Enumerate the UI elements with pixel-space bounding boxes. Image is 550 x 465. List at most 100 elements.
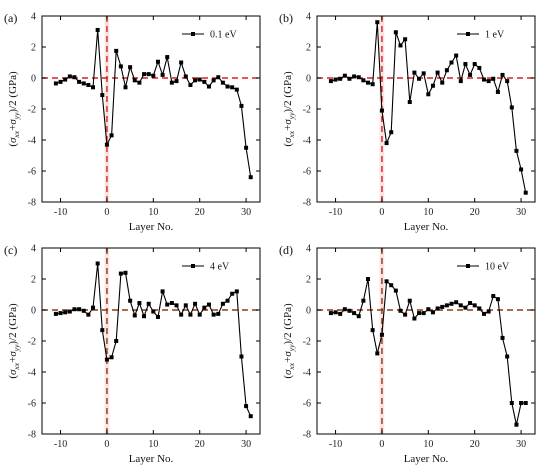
data-point [155, 314, 160, 319]
data-point [142, 314, 147, 319]
data-point [523, 190, 528, 195]
x-tick-label: 0 [379, 207, 384, 218]
data-point [206, 84, 211, 89]
data-point [220, 80, 225, 85]
data-point [468, 301, 473, 306]
y-axis-title: (σxx+σyy)/2 (GPa) [282, 303, 296, 379]
data-point [328, 311, 333, 316]
y-tick-label: 2 [306, 275, 311, 286]
data-point [179, 312, 184, 317]
data-point [491, 294, 496, 299]
data-point [454, 300, 459, 305]
data-point [58, 79, 63, 84]
data-point [421, 71, 426, 76]
x-tick-label: 0 [104, 439, 109, 450]
data-point [77, 307, 82, 312]
data-point [412, 316, 417, 321]
y-tick-label: -4 [28, 368, 36, 379]
data-point [146, 301, 151, 306]
data-point [244, 404, 249, 409]
data-point [137, 301, 142, 306]
data-point [463, 62, 468, 67]
data-point [202, 305, 207, 310]
data-point [123, 85, 128, 90]
data-point [165, 55, 170, 60]
data-point [179, 60, 184, 65]
data-point [379, 332, 384, 337]
data-point [151, 309, 156, 314]
data-point [230, 85, 235, 90]
data-point [72, 75, 77, 80]
data-point [370, 82, 375, 87]
data-point [239, 103, 244, 108]
data-point [230, 291, 235, 296]
legend-marker [191, 32, 195, 36]
data-point [118, 64, 123, 69]
data-point [216, 311, 221, 316]
data-point [67, 309, 72, 314]
y-tick-label: -4 [303, 368, 311, 379]
data-point [160, 289, 165, 294]
y-tick-label: 4 [306, 12, 311, 23]
data-point [67, 74, 72, 79]
x-tick-label: 0 [379, 439, 384, 450]
data-point [403, 37, 408, 42]
data-point [412, 70, 417, 75]
data-point [384, 141, 389, 146]
data-point [123, 270, 128, 275]
series-line [55, 263, 252, 417]
data-point [216, 75, 221, 80]
data-point [486, 309, 491, 314]
x-tick-label: 10 [423, 207, 433, 218]
data-point [338, 311, 343, 316]
data-point [81, 81, 86, 86]
data-point [338, 76, 343, 81]
data-point [234, 289, 239, 294]
data-point [495, 89, 500, 94]
data-point [86, 312, 91, 317]
data-point [486, 79, 491, 84]
data-point [225, 84, 230, 89]
data-point [435, 70, 440, 75]
data-point [151, 73, 156, 78]
plot-frame [316, 247, 536, 435]
x-tick-label: 10 [148, 207, 158, 218]
data-point [132, 313, 137, 318]
data-point [463, 305, 468, 310]
y-tick-label: -4 [303, 136, 311, 147]
data-point [472, 303, 477, 308]
data-point [356, 75, 361, 80]
data-point [458, 79, 463, 84]
data-point [188, 312, 193, 317]
data-point [500, 335, 505, 340]
legend-label: 10 eV [485, 262, 510, 273]
panel-label: (d) [279, 243, 293, 257]
data-point [426, 92, 431, 97]
data-point [352, 311, 357, 316]
y-tick-label: 0 [306, 306, 311, 317]
data-point [430, 310, 435, 315]
data-point [183, 74, 188, 79]
data-point [389, 130, 394, 135]
y-tick-label: 4 [31, 12, 36, 23]
data-point [128, 298, 133, 303]
x-tick-label: 20 [470, 439, 480, 450]
data-point [519, 401, 524, 405]
data-point [352, 74, 357, 79]
data-point [491, 76, 496, 81]
y-tick-label: -8 [303, 198, 311, 209]
series-line [330, 22, 527, 193]
data-point [417, 311, 422, 316]
y-tick-label: -6 [28, 399, 36, 410]
data-point [333, 310, 338, 315]
data-point [426, 307, 431, 312]
y-tick-label: -6 [28, 167, 36, 178]
data-point [81, 308, 86, 313]
data-point [109, 355, 114, 360]
x-axis-title: Layer No. [404, 453, 449, 465]
data-point [481, 311, 486, 316]
data-point [77, 79, 82, 84]
y-tick-label: -2 [28, 105, 36, 116]
x-tick-label: 20 [195, 207, 205, 218]
